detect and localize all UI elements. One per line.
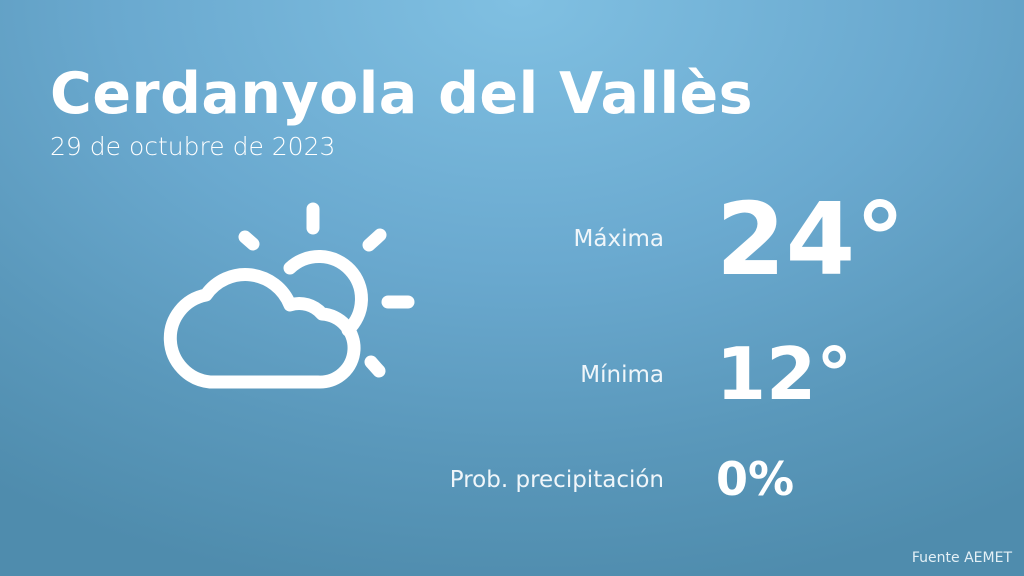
min-value: 12° — [716, 332, 853, 416]
precip-label: Prob. precipitación — [449, 467, 664, 493]
forecast-date: 29 de octubre de 2023 — [50, 132, 336, 161]
min-label: Mínima — [580, 362, 664, 388]
location-title: Cerdanyola del Vallès — [50, 61, 754, 127]
precip-value: 0% — [716, 452, 795, 506]
max-value: 24° — [716, 181, 906, 298]
max-label: Máxima — [573, 226, 664, 252]
source-credit: Fuente AEMET — [911, 550, 1012, 566]
